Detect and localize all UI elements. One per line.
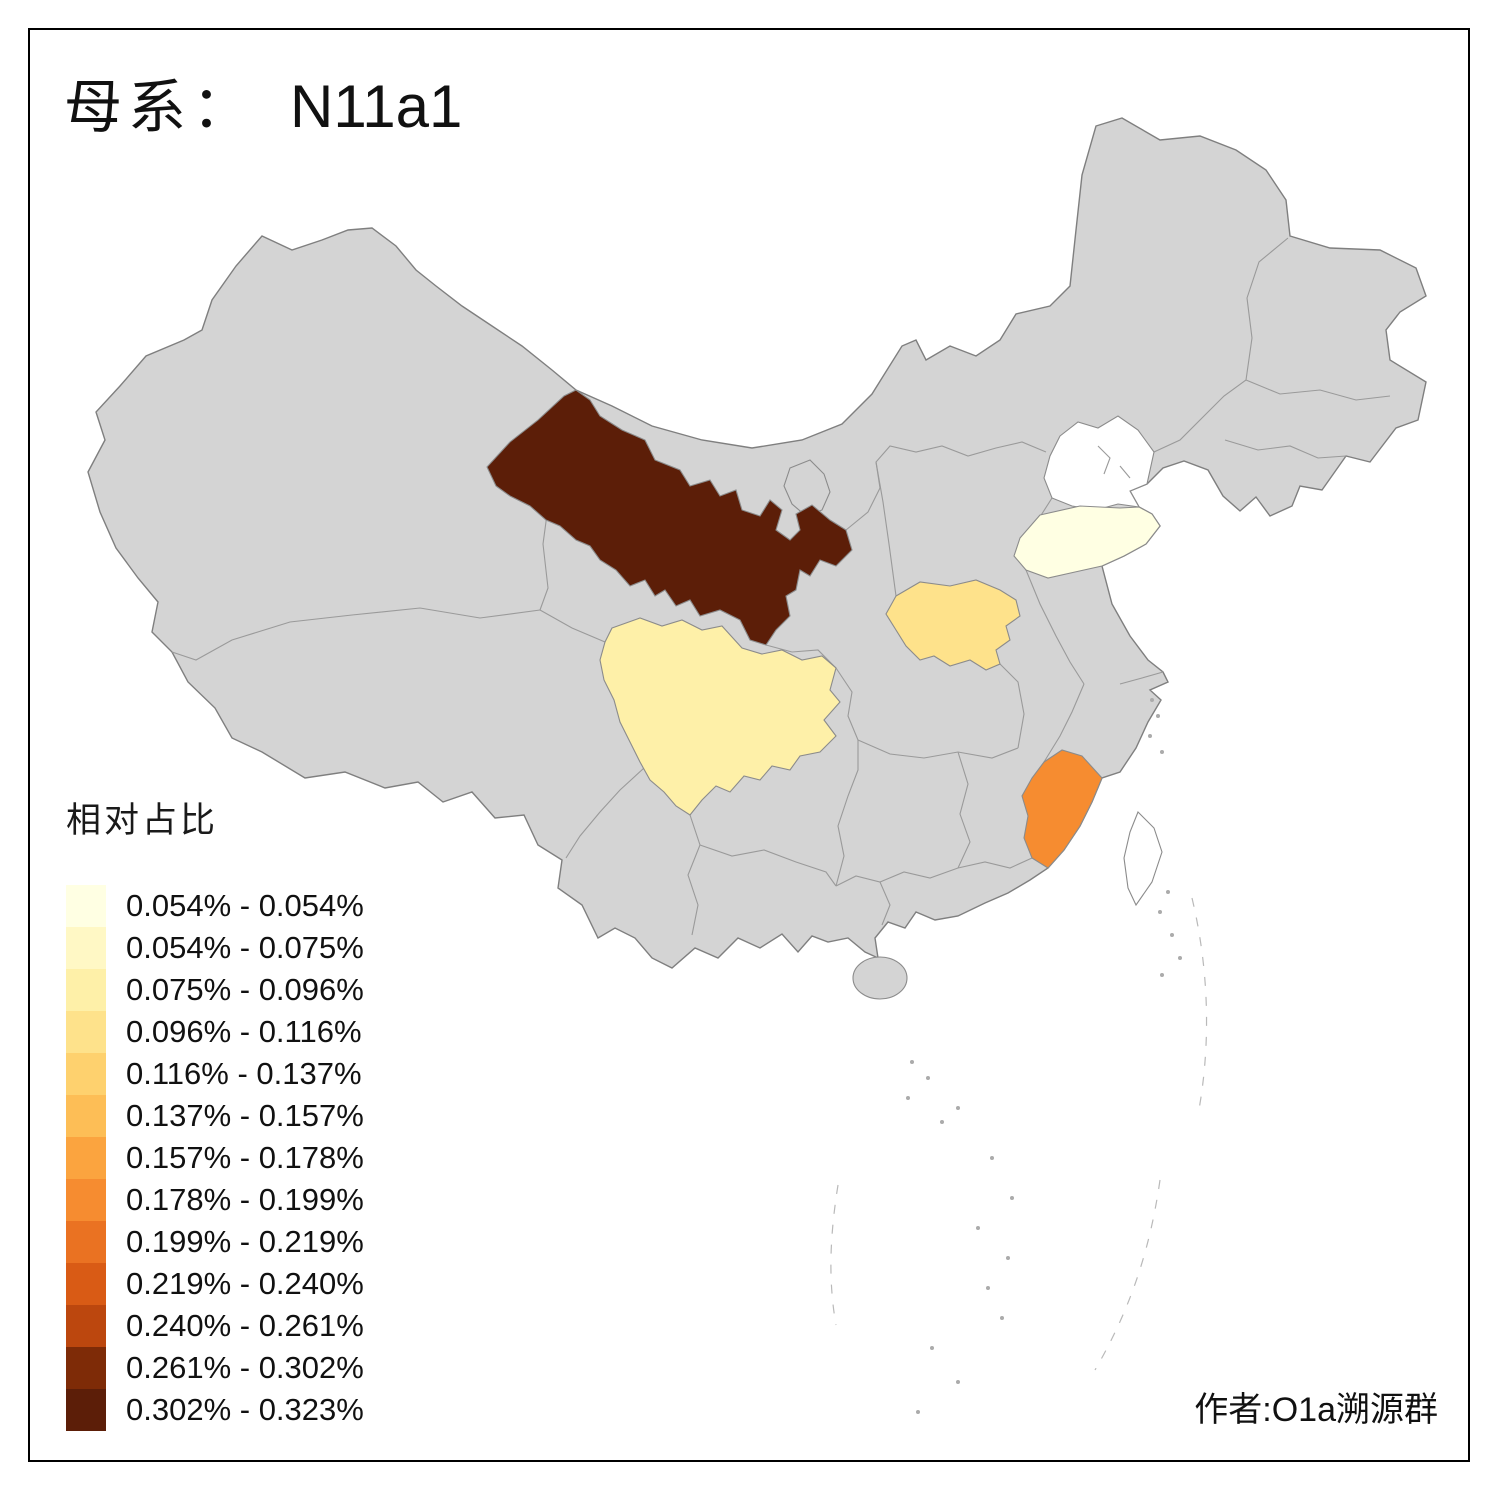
- legend-swatch: [66, 1221, 106, 1263]
- legend-item: 0.302% - 0.323%: [66, 1389, 364, 1431]
- legend-label: 0.116% - 0.137%: [126, 1056, 362, 1091]
- legend-label: 0.137% - 0.157%: [126, 1098, 364, 1133]
- legend-label: 0.075% - 0.096%: [126, 972, 364, 1007]
- hainan-island: [852, 956, 908, 1000]
- province-gansu: [486, 389, 853, 646]
- legend-swatch: [66, 1095, 106, 1137]
- legend-item: 0.054% - 0.054%: [66, 885, 364, 927]
- legend-item: 0.219% - 0.240%: [66, 1263, 364, 1305]
- legend-swatch: [66, 1347, 106, 1389]
- legend-swatch: [66, 1263, 106, 1305]
- legend-item: 0.157% - 0.178%: [66, 1137, 364, 1179]
- legend-swatch: [66, 1179, 106, 1221]
- legend-item: 0.075% - 0.096%: [66, 969, 364, 1011]
- legend-item: 0.261% - 0.302%: [66, 1347, 364, 1389]
- legend-swatch: [66, 1137, 106, 1179]
- legend-label: 0.219% - 0.240%: [126, 1266, 364, 1301]
- legend-item: 0.199% - 0.219%: [66, 1221, 364, 1263]
- legend-title: 相对占比: [66, 801, 219, 840]
- legend-label: 0.157% - 0.178%: [126, 1140, 364, 1175]
- legend: 相对占比 0.054% - 0.054% 0.054% - 0.075% 0.075…: [66, 792, 364, 1431]
- legend-swatch: [66, 885, 106, 927]
- legend-item: 0.096% - 0.116%: [66, 1011, 364, 1053]
- province-henan: [885, 579, 1021, 671]
- legend-label: 0.199% - 0.219%: [126, 1224, 364, 1259]
- province-shandong: [1013, 505, 1161, 579]
- sea-boundary-dashes: [1191, 897, 1208, 1116]
- legend-item: 0.240% - 0.261%: [66, 1305, 364, 1347]
- legend-item: 0.137% - 0.157%: [66, 1095, 364, 1137]
- legend-swatch: [66, 1053, 106, 1095]
- credit-text: 作者:O1a溯源群: [1194, 1391, 1438, 1429]
- taiwan-island: [1123, 811, 1163, 907]
- legend-label: 0.054% - 0.054%: [126, 888, 364, 923]
- sea-islands: [830, 698, 1208, 1414]
- legend-label: 0.302% - 0.323%: [126, 1392, 364, 1427]
- legend-swatch: [66, 1011, 106, 1053]
- legend-swatch: [66, 927, 106, 969]
- legend-swatch: [66, 969, 106, 1011]
- legend-item: 0.178% - 0.199%: [66, 1179, 364, 1221]
- legend-swatch: [66, 1305, 106, 1347]
- legend-label: 0.054% - 0.075%: [126, 930, 364, 965]
- legend-label: 0.240% - 0.261%: [126, 1308, 364, 1343]
- legend-label: 0.261% - 0.302%: [126, 1350, 364, 1385]
- province-ningxia: [783, 459, 831, 517]
- legend-item: 0.116% - 0.137%: [66, 1053, 364, 1095]
- hebei-no-data-region: [1043, 415, 1155, 511]
- province-sichuan: [599, 617, 841, 816]
- title-haplogroup: N11a1: [290, 73, 463, 140]
- legend-item: 0.054% - 0.075%: [66, 927, 364, 969]
- province-fujian: [1021, 749, 1103, 869]
- page-title: 母系： N11a1: [64, 60, 462, 144]
- title-prefix: 母系：: [64, 73, 257, 141]
- legend-label: 0.178% - 0.199%: [126, 1182, 364, 1217]
- province-borders: [171, 237, 1391, 936]
- beijing-tianjin-borders: [1097, 445, 1131, 479]
- legend-items: 0.054% - 0.054% 0.054% - 0.075% 0.075% - 0…: [66, 885, 364, 1431]
- legend-label: 0.096% - 0.116%: [126, 1014, 362, 1049]
- legend-swatch: [66, 1389, 106, 1431]
